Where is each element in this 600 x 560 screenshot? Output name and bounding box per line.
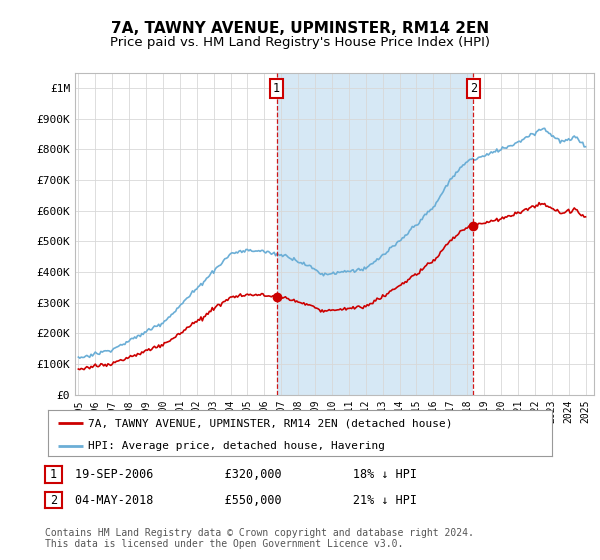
- Text: 04-MAY-2018          £550,000          21% ↓ HPI: 04-MAY-2018 £550,000 21% ↓ HPI: [75, 493, 417, 507]
- Text: 7A, TAWNY AVENUE, UPMINSTER, RM14 2EN: 7A, TAWNY AVENUE, UPMINSTER, RM14 2EN: [111, 21, 489, 36]
- Text: 1: 1: [50, 468, 57, 481]
- Text: HPI: Average price, detached house, Havering: HPI: Average price, detached house, Have…: [88, 441, 385, 451]
- Text: 2: 2: [470, 82, 477, 95]
- Text: 19-SEP-2006          £320,000          18% ↓ HPI: 19-SEP-2006 £320,000 18% ↓ HPI: [75, 468, 417, 481]
- Text: Contains HM Land Registry data © Crown copyright and database right 2024.: Contains HM Land Registry data © Crown c…: [45, 528, 474, 538]
- Text: 1: 1: [273, 82, 280, 95]
- Text: 7A, TAWNY AVENUE, UPMINSTER, RM14 2EN (detached house): 7A, TAWNY AVENUE, UPMINSTER, RM14 2EN (d…: [88, 418, 453, 428]
- Text: 2: 2: [50, 493, 57, 507]
- Text: Price paid vs. HM Land Registry's House Price Index (HPI): Price paid vs. HM Land Registry's House …: [110, 36, 490, 49]
- Text: This data is licensed under the Open Government Licence v3.0.: This data is licensed under the Open Gov…: [45, 539, 403, 549]
- Bar: [277, 73, 473, 395]
